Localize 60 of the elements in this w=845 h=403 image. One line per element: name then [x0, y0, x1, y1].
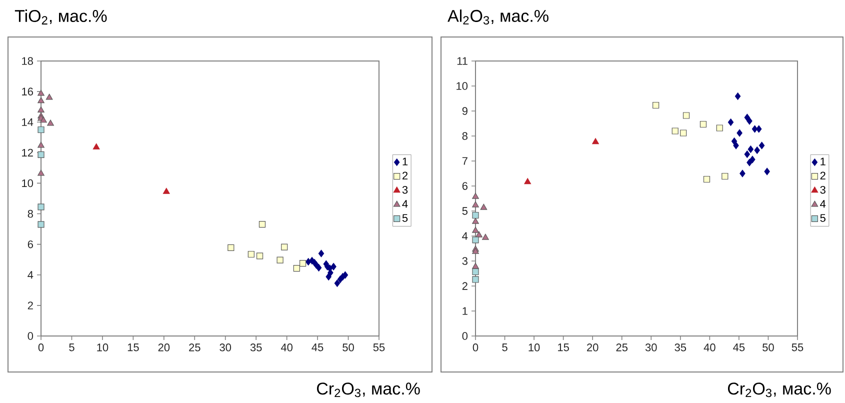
- y-tick-label: 6: [28, 240, 33, 248]
- y-tick-label: 9: [462, 107, 468, 115]
- x-tick-label: 30: [220, 344, 232, 352]
- y-tick-label: 8: [462, 132, 468, 140]
- x-tick-label: 55: [792, 344, 804, 352]
- legend-label: 1: [402, 158, 408, 166]
- legend-label: 2: [402, 172, 408, 180]
- y-tick-label: 2: [462, 282, 468, 290]
- x-tick-label: 50: [762, 344, 774, 352]
- x-tick-label: 40: [280, 344, 292, 352]
- legend-label: 5: [402, 214, 408, 222]
- legend-label: 4: [402, 200, 408, 208]
- legend-label: 1: [820, 158, 826, 166]
- x-tick-label: 10: [97, 344, 108, 352]
- x-tick-label: 0: [472, 344, 478, 352]
- y-tick-label: 4: [462, 232, 468, 240]
- y-tick-label: 4: [28, 271, 34, 279]
- x-tick-label: 0: [38, 344, 44, 352]
- y-tick-label: 7: [462, 157, 468, 165]
- x-tick-label: 5: [502, 344, 508, 352]
- legend-label: 4: [820, 200, 826, 208]
- x-tick-label: 40: [704, 344, 716, 352]
- y-tick-label: 6: [462, 182, 468, 190]
- y-tick-label: 8: [28, 210, 33, 218]
- y-axis-title: TiO$_{2}$, мас.%: [14, 10, 107, 24]
- legend-label: 5: [820, 214, 826, 222]
- y-tick-label: 0: [462, 332, 468, 340]
- x-tick-label: 15: [558, 344, 569, 352]
- x-tick-label: 35: [250, 344, 262, 352]
- x-tick-label: 20: [587, 344, 598, 352]
- x-tick-label: 25: [189, 344, 200, 352]
- x-axis-title: Cr$_{2}$O$_{3}$, мас.%: [728, 382, 831, 398]
- x-tick-label: 15: [128, 344, 139, 352]
- x-tick-label: 10: [528, 344, 540, 352]
- y-tick-label: 2: [28, 302, 33, 310]
- x-tick-label: 35: [674, 344, 686, 352]
- x-tick-label: 25: [616, 344, 628, 352]
- x-tick-label: 5: [69, 344, 74, 352]
- y-tick-label: 16: [22, 88, 33, 96]
- x-axis-title: Cr$_{2}$O$_{3}$, мас.%: [317, 382, 420, 398]
- y-tick-label: 5: [462, 207, 468, 215]
- y-tick-label: 18: [22, 57, 33, 65]
- y-tick-label: 14: [22, 118, 34, 126]
- legend-label: 2: [820, 172, 826, 180]
- y-tick-label: 3: [462, 257, 468, 265]
- x-tick-label: 45: [733, 344, 745, 352]
- y-tick-label: 10: [22, 179, 34, 188]
- y-tick-label: 12: [22, 148, 33, 156]
- y-tick-label: 10: [456, 82, 468, 90]
- x-tick-label: 20: [158, 344, 170, 352]
- y-tick-label: 1: [462, 307, 468, 315]
- x-tick-label: 45: [312, 344, 324, 352]
- x-tick-label: 50: [342, 344, 354, 352]
- legend-label: 3: [820, 186, 826, 194]
- y-tick-label: 0: [28, 332, 34, 340]
- x-tick-label: 30: [645, 344, 657, 352]
- legend-label: 3: [402, 186, 408, 194]
- y-tick-label: 11: [457, 57, 468, 65]
- y-axis-title: Al$_{2}$O$_{3}$, мас.%: [448, 9, 548, 24]
- x-tick-label: 55: [373, 344, 385, 352]
